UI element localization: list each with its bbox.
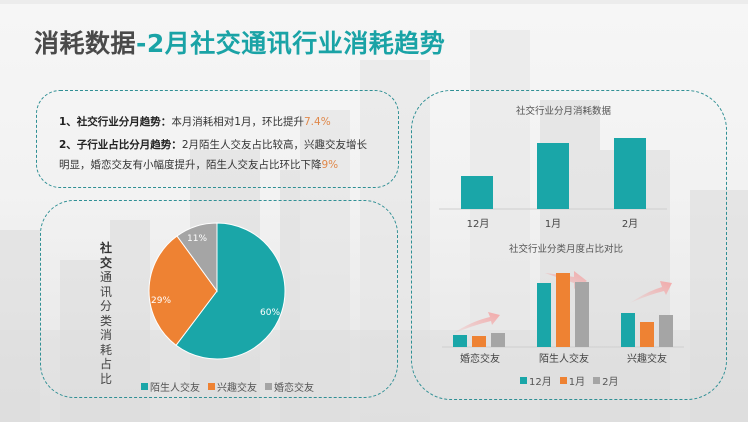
summary-line-1: 1、社交行业分月趋势：本月消耗相对1月，环比提升7.4% [59, 114, 331, 129]
pie-label-interest: 29% [151, 296, 171, 306]
category-xlabel-interest: 兴趣交友 [627, 354, 667, 365]
pie-slice-marriage[interactable] [176, 222, 218, 293]
pie-legend-item-interest: 兴趣交友 [208, 379, 257, 394]
summary-box: 1、社交行业分月趋势：本月消耗相对1月，环比提升7.4% 2、子行业占比分月趋势… [36, 90, 399, 188]
trend-arrow-marriage-icon [452, 312, 500, 334]
category-legend-item-2: 2月 [593, 373, 618, 388]
legend-swatch-teal [520, 377, 527, 384]
pie-chart-box: 社交通讯分类消耗占比 60% 29% 11% 陌生人交友 兴趣交友 婚恋交友 [40, 200, 398, 398]
title-main: 2月社交通讯行业消耗趋势 [146, 29, 446, 58]
monthly-bar-2[interactable] [614, 138, 646, 209]
category-xlabel-stranger: 陌生人交友 [539, 354, 589, 365]
cat-bar-stranger-2[interactable] [575, 282, 589, 347]
monthly-chart-title: 社交行业分月消耗数据 [516, 106, 612, 117]
summary-line-3: 明显，婚恋交友有小幅度提升，陌生人交友占比环比下降9% [59, 157, 338, 172]
cat-bar-stranger-1[interactable] [556, 273, 570, 347]
cat-bar-interest-12[interactable] [621, 313, 635, 347]
pie-legend-item-stranger: 陌生人交友 [141, 379, 200, 394]
monthly-bar-12[interactable] [461, 176, 493, 209]
summary-line-2-text: 2月陌生人交友占比较高，兴趣交友增长 [181, 139, 367, 151]
pie-slice-interest[interactable] [148, 235, 218, 346]
monthly-bar-1[interactable] [537, 143, 569, 209]
cat-bar-stranger-12[interactable] [537, 283, 551, 347]
legend-swatch-orange [559, 377, 567, 384]
monthly-xlabel-2: 2月 [621, 219, 639, 230]
cat-bar-marriage-1[interactable] [472, 336, 486, 347]
pie-title-rest: 通讯分类消耗占比 [99, 270, 112, 386]
pie-label-marriage: 11% [187, 234, 207, 244]
summary-line-2-label: 2、子行业占比分月趋势： [59, 139, 182, 151]
monthly-xlabel-1: 1月 [544, 219, 562, 230]
pie-legend-item-marriage: 婚恋交友 [265, 379, 314, 394]
top-bar [0, 0, 748, 4]
category-legend-item-1: 1月 [559, 373, 585, 388]
legend-swatch-teal [141, 383, 148, 390]
category-chart-title: 社交行业分类月度占比对比 [509, 244, 624, 255]
category-bar-chart [442, 271, 684, 348]
cat-bar-interest-2[interactable] [659, 315, 673, 347]
summary-line-1-text: 本月消耗相对1月，环比提升 [171, 116, 304, 128]
monthly-xlabel-12: 12月 [466, 219, 490, 230]
trend-arrow-interest-icon [630, 281, 672, 303]
monthly-bar-chart [439, 138, 667, 210]
pie-chart: 60% 29% 11% [148, 222, 286, 360]
title-prefix: 消耗数据 [34, 29, 137, 58]
cat-bar-marriage-2[interactable] [491, 333, 505, 347]
summary-line-3-highlight: 9% [321, 159, 339, 171]
summary-line-2: 2、子行业占比分月趋势：2月陌生人交友占比较高，兴趣交友增长 [59, 137, 367, 152]
legend-swatch-gray [265, 383, 272, 390]
page-title: 消耗数据-2月社交通讯行业消耗趋势 [34, 24, 445, 60]
category-legend: 12月 1月 2月 [520, 373, 622, 388]
category-legend-item-12: 12月 [520, 373, 552, 388]
category-xlabel-marriage: 婚恋交友 [460, 354, 500, 365]
pie-label-stranger: 60% [260, 308, 280, 318]
pie-slice-stranger[interactable] [175, 222, 286, 360]
summary-line-1-highlight: 7.4% [304, 116, 331, 128]
legend-swatch-orange [208, 383, 215, 390]
cat-bar-interest-1[interactable] [640, 322, 654, 347]
legend-swatch-gray [593, 377, 601, 384]
pie-legend: 陌生人交友 兴趣交友 婚恋交友 [141, 379, 318, 394]
title-separator: - [136, 29, 147, 58]
summary-line-1-label: 1、社交行业分月趋势： [59, 116, 172, 128]
summary-line-3-text: 明显，婚恋交友有小幅度提升，陌生人交友占比环比下降 [59, 159, 322, 171]
cat-bar-marriage-12[interactable] [453, 335, 467, 347]
pie-title-bold: 社交 [99, 241, 112, 270]
pie-vertical-title: 社交通讯分类消耗占比 [99, 241, 113, 386]
bar-charts-box: 社交行业分月消耗数据 12月 1月 2月 社交行业分类月度占比对比 [411, 90, 727, 400]
